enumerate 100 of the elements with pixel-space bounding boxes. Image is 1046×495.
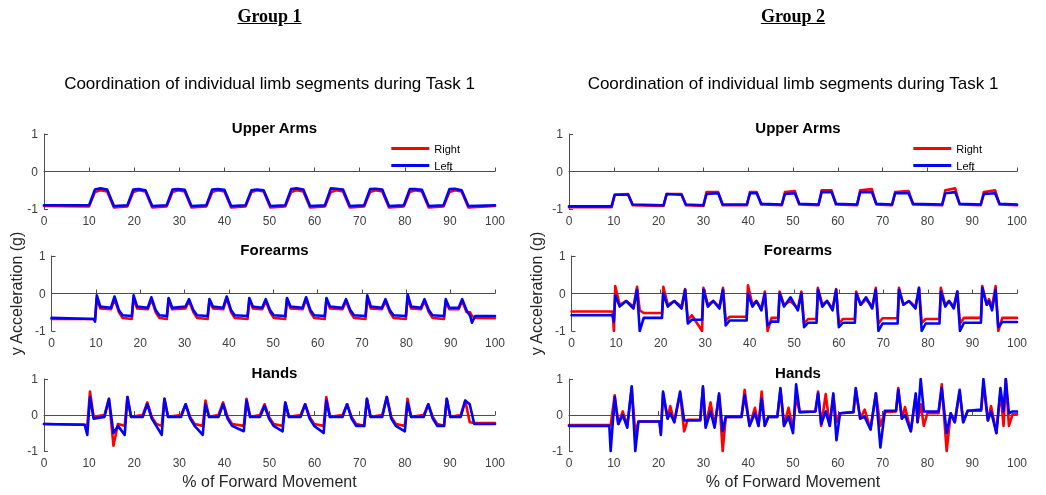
x-tick-label: 30 <box>172 456 187 471</box>
x-tick-label: 40 <box>741 214 756 228</box>
x-tick-label: 40 <box>217 214 232 228</box>
x-tick-label: 70 <box>875 456 890 471</box>
x-axis-title: % of Forward Movement <box>705 472 881 490</box>
x-tick-label: 90 <box>443 456 457 471</box>
x-tick-label: 60 <box>831 214 845 228</box>
y-tick-label: 0 <box>38 286 46 301</box>
x-tick-label: 90 <box>965 456 980 471</box>
x-tick-label: 80 <box>398 214 412 228</box>
y-tick-label: -1 <box>552 202 564 216</box>
x-tick-label: 20 <box>651 214 666 228</box>
x-tick-label: 10 <box>607 456 621 471</box>
x-tick-label: 30 <box>696 214 711 228</box>
line-series <box>42 395 497 437</box>
x-tick-label: 100 <box>1006 336 1028 350</box>
x-tick-label: 10 <box>82 456 97 471</box>
x-tick-label: 70 <box>353 214 367 228</box>
legend-label: Left <box>956 159 975 172</box>
x-tick-label: 20 <box>133 336 148 350</box>
chart-title: Upper Arms <box>231 119 318 136</box>
x-tick-label: 50 <box>266 336 281 350</box>
x-tick-label: 50 <box>262 456 277 471</box>
x-tick-label: 100 <box>484 336 506 350</box>
x-tick-label: 50 <box>787 336 802 350</box>
y-tick-label: 0 <box>31 408 39 423</box>
x-tick-label: 0 <box>48 336 56 350</box>
text: Coordination of individual limb segments during Task 1 <box>64 74 475 94</box>
x-tick-label: 50 <box>786 214 800 228</box>
text: Group 2 <box>760 6 826 27</box>
y-tick-label: 0 <box>558 286 566 301</box>
y-tick-label: 1 <box>31 372 39 386</box>
x-tick-label: 70 <box>355 336 369 350</box>
x-tick-label: 30 <box>698 336 713 350</box>
x-tick-label: 70 <box>875 214 890 228</box>
x-tick-label: 10 <box>607 214 621 228</box>
chart-title: Hands <box>251 364 298 381</box>
x-tick-label: 50 <box>786 456 800 471</box>
chart-title: Hands <box>775 364 821 381</box>
legend-label: Left <box>434 159 453 172</box>
x-tick-label: 90 <box>965 336 980 350</box>
text: Coordination of individual limb segments during Task 1 <box>587 74 999 94</box>
x-tick-label: 100 <box>1006 214 1028 228</box>
x-tick-label: 100 <box>484 456 506 471</box>
x-tick-label: 60 <box>310 336 325 350</box>
chart-title: Forearms <box>763 241 833 258</box>
chart-title: Forearms <box>240 241 309 258</box>
y-tick-label: 0 <box>31 164 39 179</box>
x-tick-label: 40 <box>217 456 232 471</box>
x-tick-label: 30 <box>177 336 192 350</box>
x-tick-label: 20 <box>127 214 142 228</box>
legend-label: Right <box>956 142 983 155</box>
y-tick-label: 1 <box>31 127 39 141</box>
x-axis-title: % of Forward Movement <box>182 472 358 490</box>
y-tick-label: 1 <box>556 372 564 386</box>
y-tick-label: 0 <box>556 164 564 179</box>
x-tick-label: 80 <box>399 336 414 350</box>
x-tick-label: 40 <box>743 336 757 350</box>
x-tick-label: 80 <box>398 456 412 471</box>
y-tick-label: 1 <box>556 127 564 141</box>
x-tick-label: 70 <box>876 336 891 350</box>
y-tick-label: -1 <box>27 444 39 459</box>
legend-label: Right <box>434 142 461 155</box>
chart-title: Upper Arms <box>755 119 841 136</box>
x-tick-label: 40 <box>222 336 236 350</box>
y-tick-label: -1 <box>552 444 564 459</box>
x-tick-label: 60 <box>832 336 846 350</box>
y-tick-label: 0 <box>556 408 564 423</box>
x-tick-label: 10 <box>89 336 103 350</box>
text: Group 1 <box>237 6 302 27</box>
x-tick-label: 100 <box>1006 456 1028 471</box>
x-tick-label: 10 <box>82 214 97 228</box>
x-tick-label: 30 <box>696 456 711 471</box>
x-tick-label: 80 <box>920 456 935 471</box>
line-series <box>567 377 1019 453</box>
x-tick-label: 50 <box>262 214 277 228</box>
x-tick-label: 60 <box>307 456 322 471</box>
y-tick-label: -1 <box>27 202 39 216</box>
y-axis-title: y Acceleration (g) <box>527 231 545 356</box>
x-tick-label: 100 <box>484 214 506 228</box>
y-tick-label: -1 <box>34 324 46 338</box>
y-tick-label: -1 <box>554 324 566 338</box>
x-tick-label: 30 <box>172 214 187 228</box>
x-tick-label: 80 <box>920 214 935 228</box>
x-tick-label: 0 <box>568 336 576 350</box>
x-tick-label: 60 <box>307 214 322 228</box>
y-axis-title: y Acceleration (g) <box>7 231 25 356</box>
x-tick-label: 90 <box>443 336 458 350</box>
y-tick-label: 1 <box>558 249 566 263</box>
y-tick-label: 1 <box>38 249 46 263</box>
x-tick-label: 10 <box>609 336 624 350</box>
x-tick-label: 60 <box>831 456 845 471</box>
x-tick-label: 40 <box>741 456 756 471</box>
x-tick-label: 20 <box>651 456 666 471</box>
x-tick-label: 80 <box>921 336 935 350</box>
x-tick-label: 20 <box>653 336 668 350</box>
x-tick-label: 90 <box>443 214 457 228</box>
x-tick-label: 20 <box>127 456 142 471</box>
x-tick-label: 90 <box>965 214 980 228</box>
x-tick-label: 70 <box>353 456 367 471</box>
